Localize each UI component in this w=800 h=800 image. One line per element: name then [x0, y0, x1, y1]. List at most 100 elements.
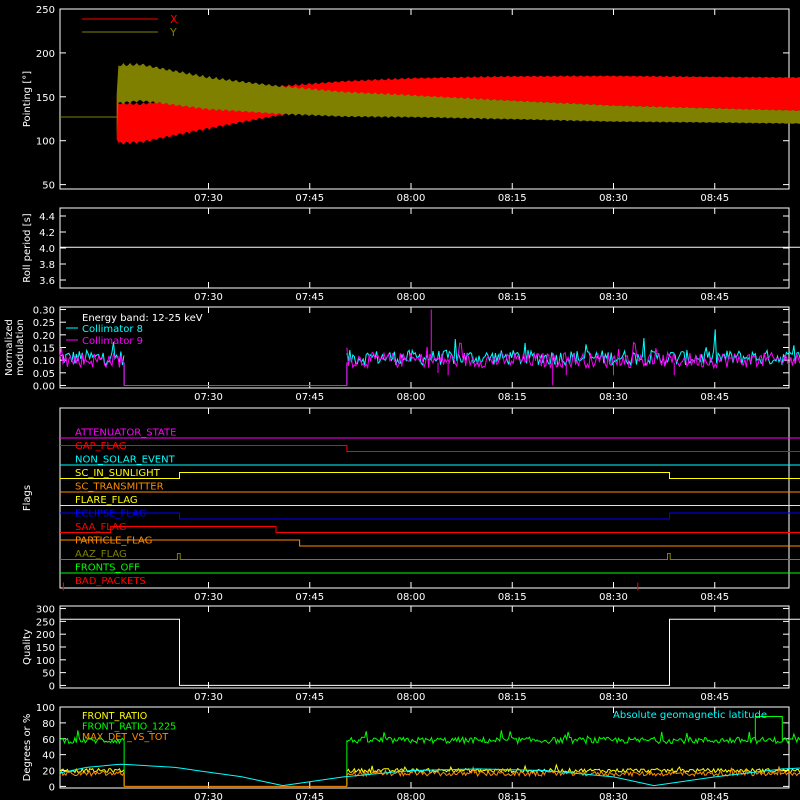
- modulation-xtick-label: 08:00: [397, 392, 426, 403]
- front-legend-label-1: FRONT_RATIO_1225: [82, 722, 176, 733]
- pointing-xtick-label: 07:30: [194, 193, 223, 204]
- front-ratio-xtick-label: 08:00: [397, 792, 426, 800]
- modulation-ylabel: modulation: [15, 319, 26, 376]
- front-legend-label-2: MAX_DET_VS_TOT: [82, 732, 168, 743]
- modulation-ytick-label: 0.25: [33, 318, 55, 329]
- modulation-ytick-label: 0.15: [33, 344, 55, 355]
- flag-label-gap-flag: GAP_FLAG: [75, 441, 127, 452]
- roll-period-xtick-label: 08:30: [599, 292, 628, 303]
- pointing-xtick-label: 07:45: [295, 193, 324, 204]
- roll-period-xtick-label: 08:00: [397, 292, 426, 303]
- front-series-1: [59, 730, 125, 745]
- geomagnetic-latitude-line: [59, 763, 800, 787]
- front-ratio-frame: [59, 706, 790, 789]
- flag-line-particle-flag: [60, 539, 800, 547]
- modulation-ytick-label: 0.20: [33, 331, 55, 342]
- flag-label-non-solar-event: NON_SOLAR_EVENT: [75, 455, 176, 466]
- x-pointing-band-top: [412, 75, 800, 111]
- pointing-ytick-label: 150: [36, 93, 55, 104]
- modulation-legend-label: Collimator 9: [82, 336, 143, 347]
- roll-period-ytick-label: 4.4: [39, 212, 55, 223]
- pointing-ytick-label: 250: [36, 5, 55, 16]
- front-ratio-xtick-label: 08:45: [700, 792, 729, 800]
- flag-label-sc-transmitter: SC_TRANSMITTER: [75, 482, 164, 493]
- modulation-xtick-label: 07:45: [295, 392, 324, 403]
- roll-period-ytick-label: 4.0: [39, 244, 55, 255]
- front-series-2: [59, 770, 125, 778]
- front-ratio-xtick-label: 07:30: [194, 792, 223, 800]
- pointing-ylabel: Pointing [°]: [22, 71, 33, 127]
- quality-xtick-label: 08:00: [397, 692, 426, 703]
- geomagnetic-legend-label: Absolute geomagnetic latitude: [613, 710, 767, 721]
- quality-ytick-label: 200: [36, 630, 55, 641]
- pointing-ytick-label: 50: [42, 181, 55, 192]
- quality-line: [60, 618, 800, 686]
- flag-label-flare-flag: FLARE_FLAG: [75, 495, 138, 506]
- roll-period-xtick-label: 07:45: [295, 292, 324, 303]
- legend-label-y: Y: [169, 26, 177, 39]
- modulation-ytick-label: 0.30: [33, 306, 55, 317]
- flag-label-aaz-flag: AAZ_FLAG: [75, 549, 127, 560]
- flag-line-sc-in-sunlight: [60, 472, 800, 479]
- flag-label-sc-in-sunlight: SC_IN_SUNLIGHT: [75, 468, 161, 479]
- roll-period-ytick-label: 3.8: [39, 260, 55, 271]
- quality-xtick-label: 07:30: [194, 692, 223, 703]
- legend-label-x: X: [170, 13, 178, 26]
- flag-label-fronts-off: FRONTS_OFF: [75, 563, 140, 574]
- roll-period-ytick-label: 4.2: [39, 228, 55, 239]
- modulation-xtick-label: 08:45: [700, 392, 729, 403]
- y-pointing-band: [116, 63, 800, 136]
- modulation-ytick-label: 0.00: [33, 381, 55, 392]
- modulation-xtick-label: 08:30: [599, 392, 628, 403]
- modulation-series-1: [59, 347, 125, 369]
- flags-xtick-label: 08:30: [599, 592, 628, 603]
- front-ratio-ytick-label: 0: [49, 782, 55, 793]
- flag-label-eclipse-flag: ECLIPSE_FLAG: [75, 509, 146, 520]
- quality-xtick-label: 08:45: [700, 692, 729, 703]
- flags-xtick-label: 08:15: [498, 592, 527, 603]
- front-ratio-ytick-label: 100: [36, 703, 55, 714]
- pointing-xtick-label: 08:15: [498, 193, 527, 204]
- flag-line-saa-flag: [60, 526, 800, 533]
- front-ratio-ytick-label: 20: [42, 767, 55, 778]
- modulation-legend-label: Collimator 8: [82, 324, 143, 335]
- flag-line-eclipse-flag: [60, 512, 800, 520]
- roll-period-xtick-label: 08:15: [498, 292, 527, 303]
- quality-ylabel: Quality: [22, 629, 33, 665]
- pointing-ytick-label: 200: [36, 49, 55, 60]
- front-ratio-xtick-label: 08:15: [498, 792, 527, 800]
- front-series-0: [346, 763, 800, 775]
- front-series-1: [346, 730, 800, 746]
- flag-label-attenuator-state: ATTENUATOR_STATE: [75, 428, 176, 439]
- roll-period-ylabel: Roll period [s]: [22, 213, 33, 282]
- flags-xtick-label: 08:00: [397, 592, 426, 603]
- modulation-ytick-label: 0.10: [33, 356, 55, 367]
- modulation-xtick-label: 07:30: [194, 392, 223, 403]
- flag-label-saa-flag: SAA_FLAG: [75, 522, 126, 533]
- quality-xtick-label: 07:45: [295, 692, 324, 703]
- modulation-ylabel: Normalized: [4, 319, 15, 376]
- pointing-xtick-label: 08:00: [397, 193, 426, 204]
- front-ratio-ytick-label: 80: [42, 719, 55, 730]
- front-legend-label-0: FRONT_RATIO: [82, 711, 147, 722]
- quality-xtick-label: 08:30: [599, 692, 628, 703]
- front-ratio-xtick-label: 08:30: [599, 792, 628, 800]
- front-ratio-ylabel: Degrees or %: [22, 714, 33, 782]
- flags-xtick-label: 07:30: [194, 592, 223, 603]
- flags-xtick-label: 08:45: [700, 592, 729, 603]
- quality-ytick-label: 300: [36, 605, 55, 616]
- modulation-ytick-label: 0.05: [33, 369, 55, 380]
- quality-ytick-label: 0: [49, 681, 55, 692]
- quality-ytick-label: 100: [36, 656, 55, 667]
- flag-line-gap-flag: [60, 445, 800, 452]
- quality-ytick-label: 50: [42, 669, 55, 680]
- flag-line-aaz-flag: [60, 553, 800, 560]
- front-ratio-ytick-label: 60: [42, 735, 55, 746]
- modulation-xtick-label: 08:15: [498, 392, 527, 403]
- quality-ytick-label: 150: [36, 643, 55, 654]
- front-ratio-ytick-label: 40: [42, 751, 55, 762]
- pointing-xtick-label: 08:45: [700, 193, 729, 204]
- roll-period-xtick-label: 08:45: [700, 292, 729, 303]
- modulation-series-1: [346, 341, 800, 370]
